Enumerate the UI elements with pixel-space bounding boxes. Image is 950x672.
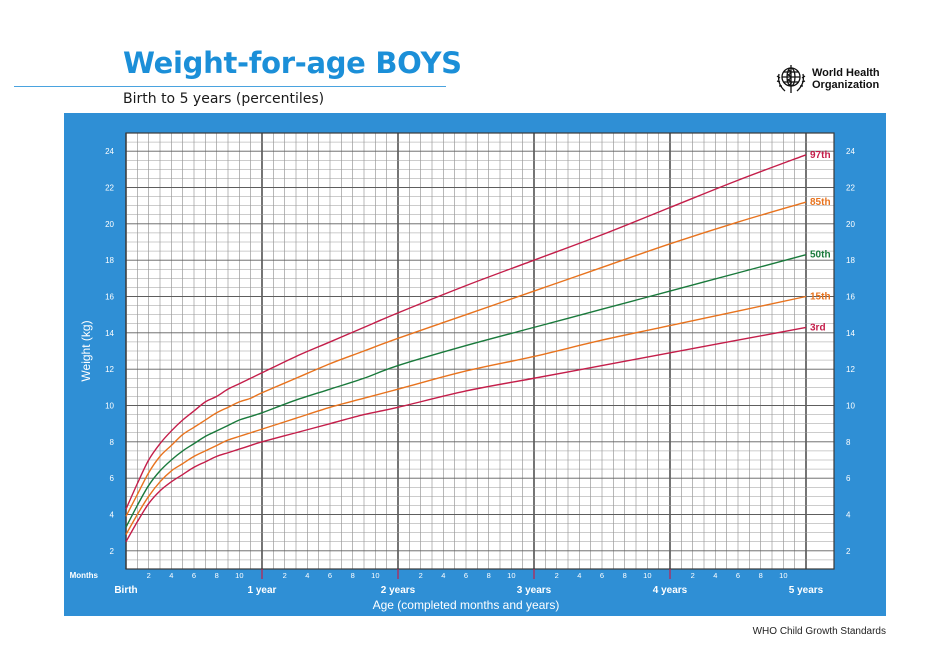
series-label-85th: 85th [810, 197, 831, 208]
month-tick-label: 10 [371, 571, 379, 580]
month-tick-label: 2 [419, 571, 423, 580]
month-tick-label: 10 [779, 571, 787, 580]
logo-line-1: World Health [812, 67, 880, 79]
month-tick-label: 6 [600, 571, 604, 580]
year-label: Birth [114, 585, 137, 596]
who-logo: World Health Organization [774, 62, 890, 98]
y-tick-label-left: 16 [105, 293, 114, 302]
month-tick-label: 2 [691, 571, 695, 580]
month-tick-label: 8 [215, 571, 219, 580]
month-tick-label: 10 [507, 571, 515, 580]
y-tick-label-left: 14 [105, 329, 114, 338]
year-label: 2 years [381, 585, 416, 596]
month-tick-label: 2 [147, 571, 151, 580]
y-tick-label-left: 18 [105, 256, 114, 265]
y-tick-label-left: 10 [105, 402, 114, 411]
y-tick-label-right: 20 [846, 220, 855, 229]
page-subtitle: Birth to 5 years (percentiles) [123, 91, 325, 107]
month-tick-label: 8 [351, 571, 355, 580]
month-tick-label: 10 [235, 571, 243, 580]
footer-credit: WHO Child Growth Standards [752, 626, 886, 637]
y-tick-label-right: 6 [846, 474, 851, 483]
series-label-15th: 15th [810, 292, 831, 303]
year-label: 4 years [653, 585, 688, 596]
year-label: 5 years [789, 585, 824, 596]
y-tick-label-left: 4 [110, 511, 115, 520]
y-tick-label-right: 24 [846, 147, 855, 156]
month-tick-label: 4 [713, 571, 717, 580]
series-line-50th [125, 254, 807, 528]
x-axis-label: Age (completed months and years) [373, 598, 560, 612]
series-line-15th [125, 295, 807, 535]
y-tick-label-right: 12 [846, 365, 855, 374]
months-row-label: Months [70, 571, 99, 580]
month-tick-label: 8 [487, 571, 491, 580]
y-tick-label-right: 22 [846, 184, 855, 193]
month-tick-label: 2 [283, 571, 287, 580]
logo-line-2: Organization [812, 79, 880, 91]
month-tick-label: 6 [328, 571, 332, 580]
y-tick-label-right: 8 [846, 438, 851, 447]
series-line-97th [125, 154, 807, 510]
y-tick-label-right: 18 [846, 256, 855, 265]
y-tick-label-left: 20 [105, 220, 114, 229]
y-tick-label-left: 6 [110, 474, 115, 483]
y-tick-label-right: 2 [846, 547, 851, 556]
month-tick-label: 4 [169, 571, 173, 580]
y-tick-label-left: 8 [110, 438, 115, 447]
month-tick-label: 4 [305, 571, 309, 580]
who-emblem-icon [776, 65, 806, 93]
y-tick-label-right: 4 [846, 511, 851, 520]
y-tick-label-right: 10 [846, 402, 855, 411]
chart-panel: 2 2 4 4 6 6 8 8 10 10 12 12 14 14 16 16 18 18 20 20 22 22 24 24… [64, 113, 886, 616]
month-tick-label: 2 [555, 571, 559, 580]
series-line-85th [125, 201, 807, 517]
month-tick-label: 8 [759, 571, 763, 580]
y-tick-label-left: 22 [105, 184, 114, 193]
y-tick-label-right: 14 [846, 329, 855, 338]
y-tick-label-right: 16 [846, 293, 855, 302]
page-title: Weight-for-age BOYS [123, 46, 462, 80]
month-tick-label: 6 [192, 571, 196, 580]
month-tick-label: 10 [643, 571, 651, 580]
month-tick-label: 6 [736, 571, 740, 580]
month-tick-label: 4 [577, 571, 581, 580]
y-tick-label-left: 12 [105, 365, 114, 374]
y-tick-label-left: 2 [110, 547, 115, 556]
series-label-97th: 97th [810, 150, 831, 161]
series-line-3rd [125, 326, 807, 543]
year-label: 3 years [517, 585, 552, 596]
title-underline [14, 86, 446, 87]
month-tick-label: 6 [464, 571, 468, 580]
month-tick-label: 4 [441, 571, 445, 580]
plot-border [125, 132, 835, 570]
series-label-50th: 50th [810, 250, 831, 261]
year-label: 1 year [248, 585, 277, 596]
y-axis-label: Weight (kg) [79, 320, 93, 381]
series-label-3rd: 3rd [810, 322, 826, 333]
y-tick-label-left: 24 [105, 147, 114, 156]
month-tick-label: 8 [623, 571, 627, 580]
